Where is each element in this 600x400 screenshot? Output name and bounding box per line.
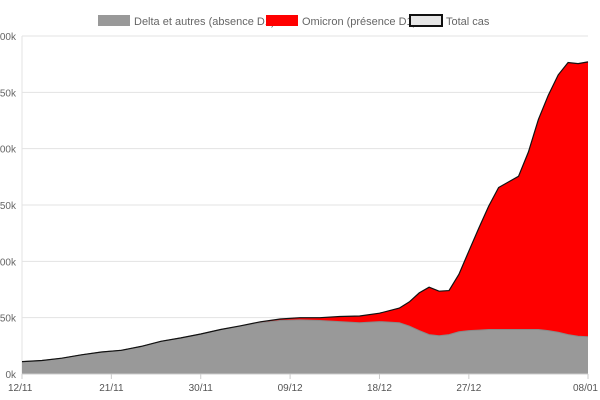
y-tick-label: 0k bbox=[5, 370, 17, 381]
delta-area bbox=[22, 319, 588, 374]
y-tick-label: 300k bbox=[0, 32, 17, 43]
y-tick-label: 50k bbox=[0, 314, 17, 325]
chart-series bbox=[21, 61, 589, 374]
y-tick-label: 100k bbox=[0, 257, 17, 268]
y-tick-label: 250k bbox=[0, 88, 17, 99]
x-tick-label: 21/11 bbox=[99, 383, 124, 394]
legend-swatch bbox=[266, 15, 298, 26]
x-tick-label: 18/12 bbox=[367, 383, 392, 394]
legend-label: Delta et autres (absence D1) bbox=[134, 16, 275, 28]
chart-gridlines bbox=[21, 35, 588, 374]
x-tick-label: 12/11 bbox=[8, 383, 33, 394]
legend-swatch bbox=[98, 15, 130, 26]
y-tick-label: 200k bbox=[0, 145, 17, 156]
y-tick-label: 150k bbox=[0, 201, 17, 212]
omicron-area bbox=[22, 61, 588, 362]
total-cases-line bbox=[21, 61, 589, 363]
legend-swatch bbox=[409, 14, 443, 27]
chart-legend: Delta et autres (absence D1) Omicron (pré… bbox=[98, 14, 490, 28]
chart-axes: 0k 50k 100k 150k 200k 250k 300k 12/11 21/11 30/11… bbox=[0, 32, 598, 394]
legend-label: Omicron (présence D1) bbox=[302, 16, 416, 28]
legend-label: Total cas bbox=[446, 16, 490, 28]
x-tick-label: 09/12 bbox=[278, 383, 303, 394]
x-tick-label: 08/01 bbox=[573, 383, 598, 394]
x-tick-label: 27/12 bbox=[456, 383, 481, 394]
x-tick-label: 30/11 bbox=[189, 383, 214, 394]
